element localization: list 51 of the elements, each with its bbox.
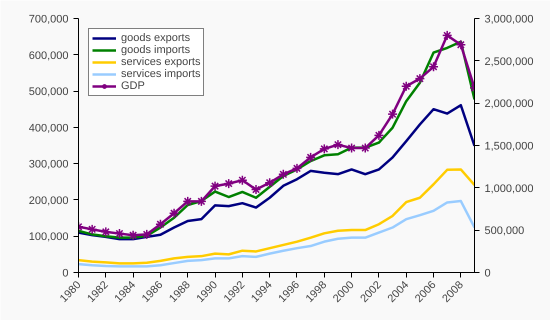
point	[400, 80, 412, 92]
point	[319, 144, 330, 154]
point	[155, 218, 166, 230]
y-tick-label: 200,000	[28, 194, 69, 207]
point	[100, 226, 112, 238]
point	[305, 152, 316, 163]
point	[332, 139, 344, 150]
legend-label: goods exports	[121, 32, 190, 44]
y2-tick-label: 3,000,000	[484, 14, 534, 26]
point	[168, 208, 180, 218]
legend-label: services imports	[121, 68, 200, 80]
point	[223, 178, 234, 189]
legend-label: goods imports	[121, 44, 190, 56]
line-series	[78, 104, 474, 240]
legend-label: services exports	[121, 56, 200, 68]
point	[114, 228, 125, 239]
point	[346, 142, 357, 154]
y2-tick-label: 500,000	[484, 225, 524, 238]
point	[414, 73, 426, 84]
point	[182, 196, 193, 207]
y2-tick-label: 2,500,000	[484, 56, 534, 68]
y2-tick-label: 2,000,000	[484, 98, 534, 110]
y-tick-label: 300,000	[28, 158, 69, 171]
y-tick-label: 0	[62, 268, 69, 280]
point	[210, 180, 220, 192]
point	[86, 224, 98, 235]
y-tick-label: 700,000	[28, 14, 69, 26]
point	[387, 108, 398, 120]
legend-label: GDP	[121, 80, 145, 92]
y-tick-label: 600,000	[28, 50, 69, 62]
line-series	[78, 168, 474, 265]
point	[264, 178, 275, 188]
point	[196, 196, 207, 207]
point	[374, 130, 384, 141]
point	[456, 39, 466, 50]
point	[292, 163, 302, 174]
y2-tick-label: 0	[484, 268, 491, 280]
y2-tick-label: 1,000,000	[484, 182, 534, 195]
point	[442, 30, 452, 41]
point	[142, 229, 152, 240]
y-tick-label: 500,000	[28, 86, 69, 98]
y2-tick-label: 1,500,000	[484, 140, 534, 152]
y-tick-label: 100,000	[28, 231, 69, 244]
point	[250, 184, 262, 195]
point	[278, 169, 289, 180]
point	[237, 174, 248, 186]
point	[360, 142, 371, 154]
point	[128, 230, 138, 240]
line-series	[78, 200, 474, 268]
point	[428, 62, 439, 72]
y-tick-label: 400,000	[28, 122, 69, 134]
